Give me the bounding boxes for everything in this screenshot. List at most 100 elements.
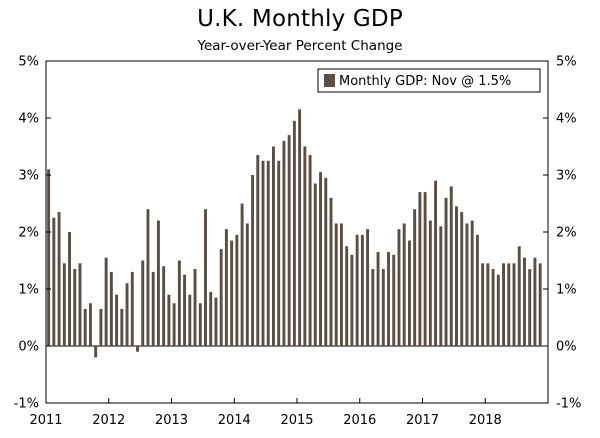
bar-46 xyxy=(287,135,291,346)
bar-36 xyxy=(235,234,239,346)
bar-47 xyxy=(292,120,296,346)
bar-3 xyxy=(62,263,66,346)
ytick-left-label-3: 2% xyxy=(18,226,39,241)
bar-93 xyxy=(533,257,537,346)
bar-68 xyxy=(402,223,406,346)
ticks-layer: -1% -1% 0% 0% 1% 1% 2% 2% 3% 3% 4% 4% 5% 5% 2011 2012 20… xyxy=(14,55,582,429)
chart-subtitle: Year-over-Year Percent Change xyxy=(197,38,403,54)
bar-18 xyxy=(141,260,145,346)
xtick-label-4: 2015 xyxy=(280,413,313,428)
bar-32 xyxy=(214,297,218,346)
bar-30 xyxy=(204,209,207,346)
bar-6 xyxy=(78,263,82,346)
bar-66 xyxy=(392,254,396,346)
bar-82 xyxy=(475,234,479,346)
bar-94 xyxy=(538,263,542,346)
bar-29 xyxy=(198,303,202,346)
bar-59 xyxy=(355,234,359,346)
bar-63 xyxy=(376,251,380,346)
bar-37 xyxy=(240,203,244,346)
bar-92 xyxy=(528,269,532,346)
bar-14 xyxy=(120,308,124,346)
bar-13 xyxy=(115,294,119,346)
bar-31 xyxy=(209,291,213,346)
bar-26 xyxy=(183,274,187,346)
bar-83 xyxy=(481,263,485,346)
bar-52 xyxy=(319,172,322,346)
bar-22 xyxy=(162,266,166,346)
bar-28 xyxy=(193,269,197,346)
bar-43 xyxy=(272,146,275,346)
bar-76 xyxy=(444,197,448,346)
bar-42 xyxy=(266,160,270,346)
bar-70 xyxy=(413,209,417,346)
bar-5 xyxy=(73,269,77,346)
bar-58 xyxy=(350,254,354,346)
bar-39 xyxy=(251,175,255,346)
bar-0 xyxy=(47,169,51,346)
bar-17 xyxy=(136,346,139,352)
bar-10 xyxy=(99,308,103,346)
legend-label: Monthly GDP: Nov @ 1.5% xyxy=(339,74,511,89)
ytick-right-label-0: -1% xyxy=(556,397,581,412)
bar-80 xyxy=(465,223,469,346)
ytick-right-label-5: 4% xyxy=(556,112,577,127)
bar-20 xyxy=(151,271,155,346)
xtick-label-3: 2014 xyxy=(218,413,251,428)
bar-75 xyxy=(439,226,443,346)
bar-90 xyxy=(517,246,521,346)
xtick-label-7: 2018 xyxy=(469,413,502,428)
bar-85 xyxy=(491,269,495,346)
bar-2 xyxy=(57,212,61,346)
bar-51 xyxy=(313,183,317,346)
bar-79 xyxy=(460,212,464,346)
bar-4 xyxy=(68,232,71,346)
bar-8 xyxy=(88,303,92,346)
bar-45 xyxy=(282,140,286,346)
bar-55 xyxy=(334,223,338,346)
bar-16 xyxy=(130,271,134,346)
bar-88 xyxy=(507,263,511,346)
bar-62 xyxy=(371,269,375,346)
bar-38 xyxy=(245,223,249,346)
bar-27 xyxy=(188,294,192,346)
bar-69 xyxy=(407,240,411,346)
bar-35 xyxy=(230,240,234,346)
bar-67 xyxy=(397,229,401,346)
bar-7 xyxy=(83,308,87,346)
bar-53 xyxy=(324,177,328,346)
bar-33 xyxy=(219,249,223,346)
bar-21 xyxy=(156,220,160,346)
xtick-label-0: 2011 xyxy=(29,413,62,428)
bar-84 xyxy=(486,263,490,346)
bar-48 xyxy=(298,109,302,346)
bar-9 xyxy=(94,346,98,358)
xtick-label-1: 2012 xyxy=(92,413,125,428)
bar-86 xyxy=(496,274,500,346)
bar-49 xyxy=(303,146,307,346)
bar-12 xyxy=(109,271,113,346)
ytick-left-label-1: 0% xyxy=(18,340,39,355)
legend: Monthly GDP: Nov @ 1.5% xyxy=(317,68,541,93)
bar-74 xyxy=(434,180,438,346)
bar-44 xyxy=(277,160,281,346)
bar-25 xyxy=(177,260,181,346)
ytick-left-label-2: 1% xyxy=(18,283,39,298)
bar-50 xyxy=(308,155,312,346)
ytick-left-label-0: -1% xyxy=(14,397,39,412)
bar-1 xyxy=(52,217,56,346)
plot-frame xyxy=(45,60,549,404)
chart-title: U.K. Monthly GDP xyxy=(197,6,403,32)
bar-71 xyxy=(418,192,422,346)
ytick-right-label-3: 2% xyxy=(556,226,577,241)
bar-91 xyxy=(523,257,526,346)
bar-57 xyxy=(345,246,349,346)
bar-19 xyxy=(146,209,150,346)
ytick-right-label-2: 1% xyxy=(556,283,577,298)
bar-65 xyxy=(387,251,390,346)
bar-81 xyxy=(470,220,474,346)
bar-61 xyxy=(366,229,370,346)
bar-24 xyxy=(172,303,176,346)
bar-23 xyxy=(167,294,171,346)
